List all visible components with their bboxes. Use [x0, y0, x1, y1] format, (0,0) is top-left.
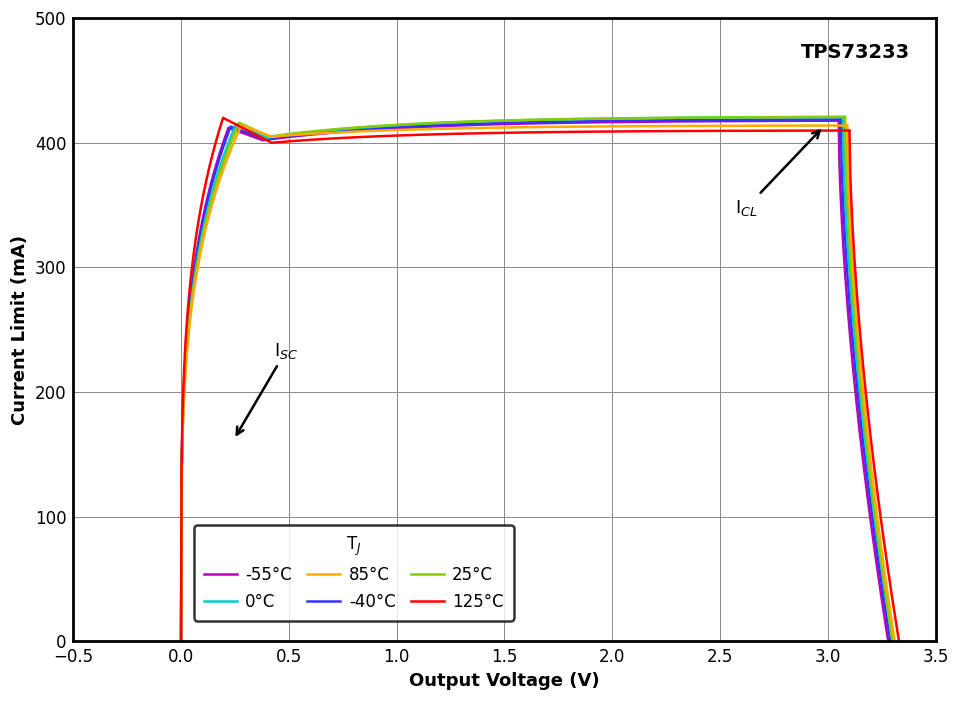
Text: I$_{CL}$: I$_{CL}$: [735, 130, 820, 217]
Legend: -55°C, 0°C, 85°C, -40°C, 25°C, 125°C: -55°C, 0°C, 85°C, -40°C, 25°C, 125°C: [194, 525, 514, 620]
X-axis label: Output Voltage (V): Output Voltage (V): [409, 672, 600, 690]
Text: I$_{SC}$: I$_{SC}$: [237, 341, 298, 435]
Text: TPS73233: TPS73233: [801, 43, 910, 62]
Y-axis label: Current Limit (mA): Current Limit (mA): [12, 235, 29, 425]
